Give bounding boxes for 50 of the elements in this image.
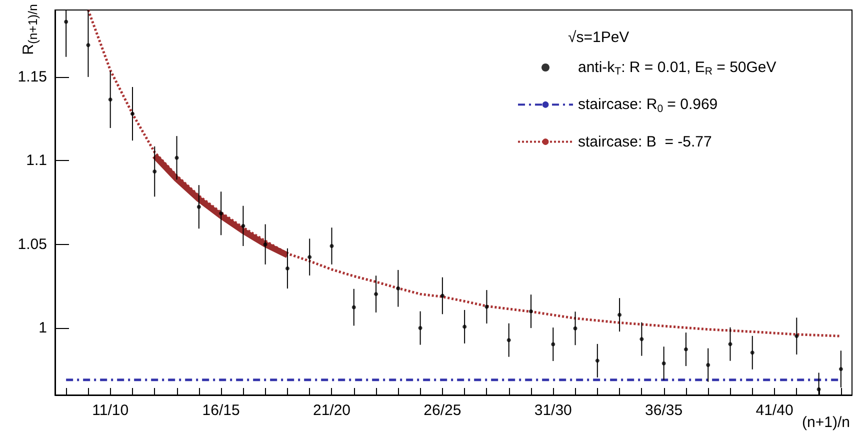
point [130,112,134,116]
x-tick-label: 36/35 [645,402,683,419]
point [506,338,511,342]
point [196,204,201,209]
point [396,286,400,290]
point [551,342,556,346]
point [241,224,246,228]
point [750,350,754,355]
point [374,292,378,296]
point [816,387,821,392]
point [86,43,90,48]
point [108,98,112,102]
point [706,363,710,368]
point [838,367,843,372]
point [528,309,533,314]
point [440,294,444,298]
legend-label: staircase: B = -5.77 [578,133,712,150]
point [595,358,600,363]
point [352,305,356,310]
point [794,334,799,338]
y-tick-label: 1.05 [18,236,47,253]
y-tick-label: 1.15 [18,68,47,86]
point [484,304,489,309]
point [64,20,68,24]
x-tick-label: 21/20 [312,402,351,419]
line-series [86,8,842,338]
point [152,170,157,174]
point [618,312,622,317]
point [418,326,422,330]
x-tick-label: 26/25 [424,402,462,419]
point [640,337,644,342]
point [308,255,312,260]
x-axis-title: (n+1)/n [802,414,850,431]
x-tick-label: 11/10 [92,402,129,419]
x-tick-label: 41/40 [756,402,794,419]
point [462,324,467,329]
point [219,211,224,216]
y-tick-label: 1 [38,320,47,337]
x-tick-label: 31/30 [534,402,572,419]
point [263,242,268,246]
point [684,347,688,352]
point [285,266,290,270]
x-tick-label: 16/15 [202,402,240,419]
y-tick-label: 1.1 [26,152,47,170]
point [573,326,578,330]
legend-title: √s=1PeV [568,29,630,46]
point [728,342,732,346]
point [174,156,179,160]
point [330,244,334,248]
point [662,361,666,366]
